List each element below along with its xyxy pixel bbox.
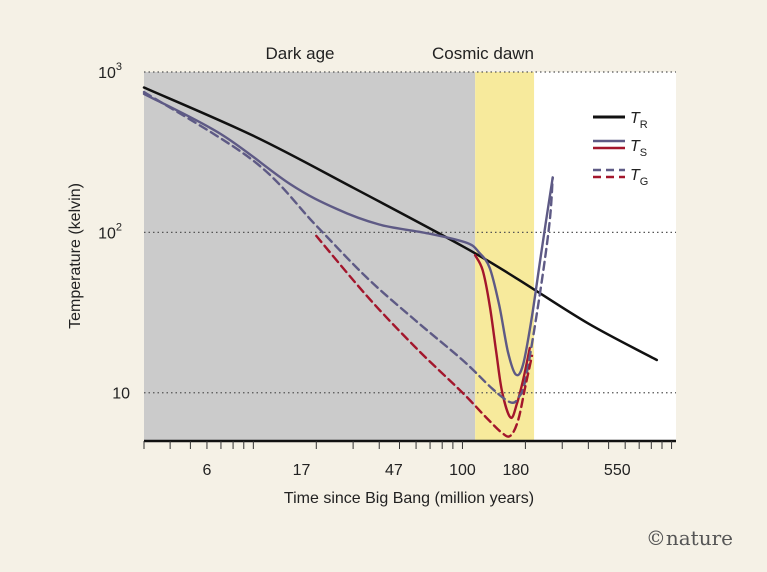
- plot-regions: [144, 72, 676, 441]
- axes: [143, 439, 676, 449]
- legend-item-tg: TG: [593, 167, 648, 188]
- series-ts-red: [473, 254, 531, 420]
- y-tick-label: 103: [98, 61, 122, 82]
- legend-label: TS: [630, 138, 647, 159]
- region-label-dark-age: Dark age: [266, 44, 335, 63]
- region-dark-age: [144, 72, 476, 441]
- series-tg-blue: [142, 90, 554, 404]
- x-tick-label: 6: [202, 462, 211, 479]
- x-axis-label: Time since Big Bang (million years): [284, 490, 534, 507]
- y-tick-label: 10: [112, 386, 130, 403]
- x-tick-label: 100: [449, 462, 476, 479]
- copyright-symbol: ©: [646, 526, 666, 550]
- x-tick-label: 180: [502, 462, 529, 479]
- y-tick-labels: 10 102 103: [98, 61, 130, 403]
- y-tick-label: 102: [98, 221, 122, 242]
- x-tick-labels: 6 17 47 100 180 550: [202, 462, 630, 479]
- x-tick-label: 550: [604, 462, 631, 479]
- y-axis-label: Temperature (kelvin): [67, 183, 84, 329]
- x-tick-label: 17: [293, 462, 311, 479]
- legend-item-ts: TS: [593, 138, 647, 159]
- series-tg-red: [315, 234, 534, 438]
- grid-lines: [144, 71, 676, 394]
- series-lines: [142, 86, 659, 438]
- nature-credit: ©nature: [646, 526, 733, 550]
- legend-label: TG: [630, 167, 648, 188]
- x-tick-label: 47: [385, 462, 403, 479]
- region-labels: Dark age Cosmic dawn: [266, 44, 535, 63]
- legend: TR TS TG: [593, 110, 648, 188]
- legend-label: TR: [630, 110, 648, 131]
- region-label-cosmic-dawn: Cosmic dawn: [432, 44, 534, 63]
- series-ts-blue: [142, 92, 554, 377]
- legend-item-tr: TR: [593, 110, 648, 131]
- nature-logo: nature: [666, 526, 733, 550]
